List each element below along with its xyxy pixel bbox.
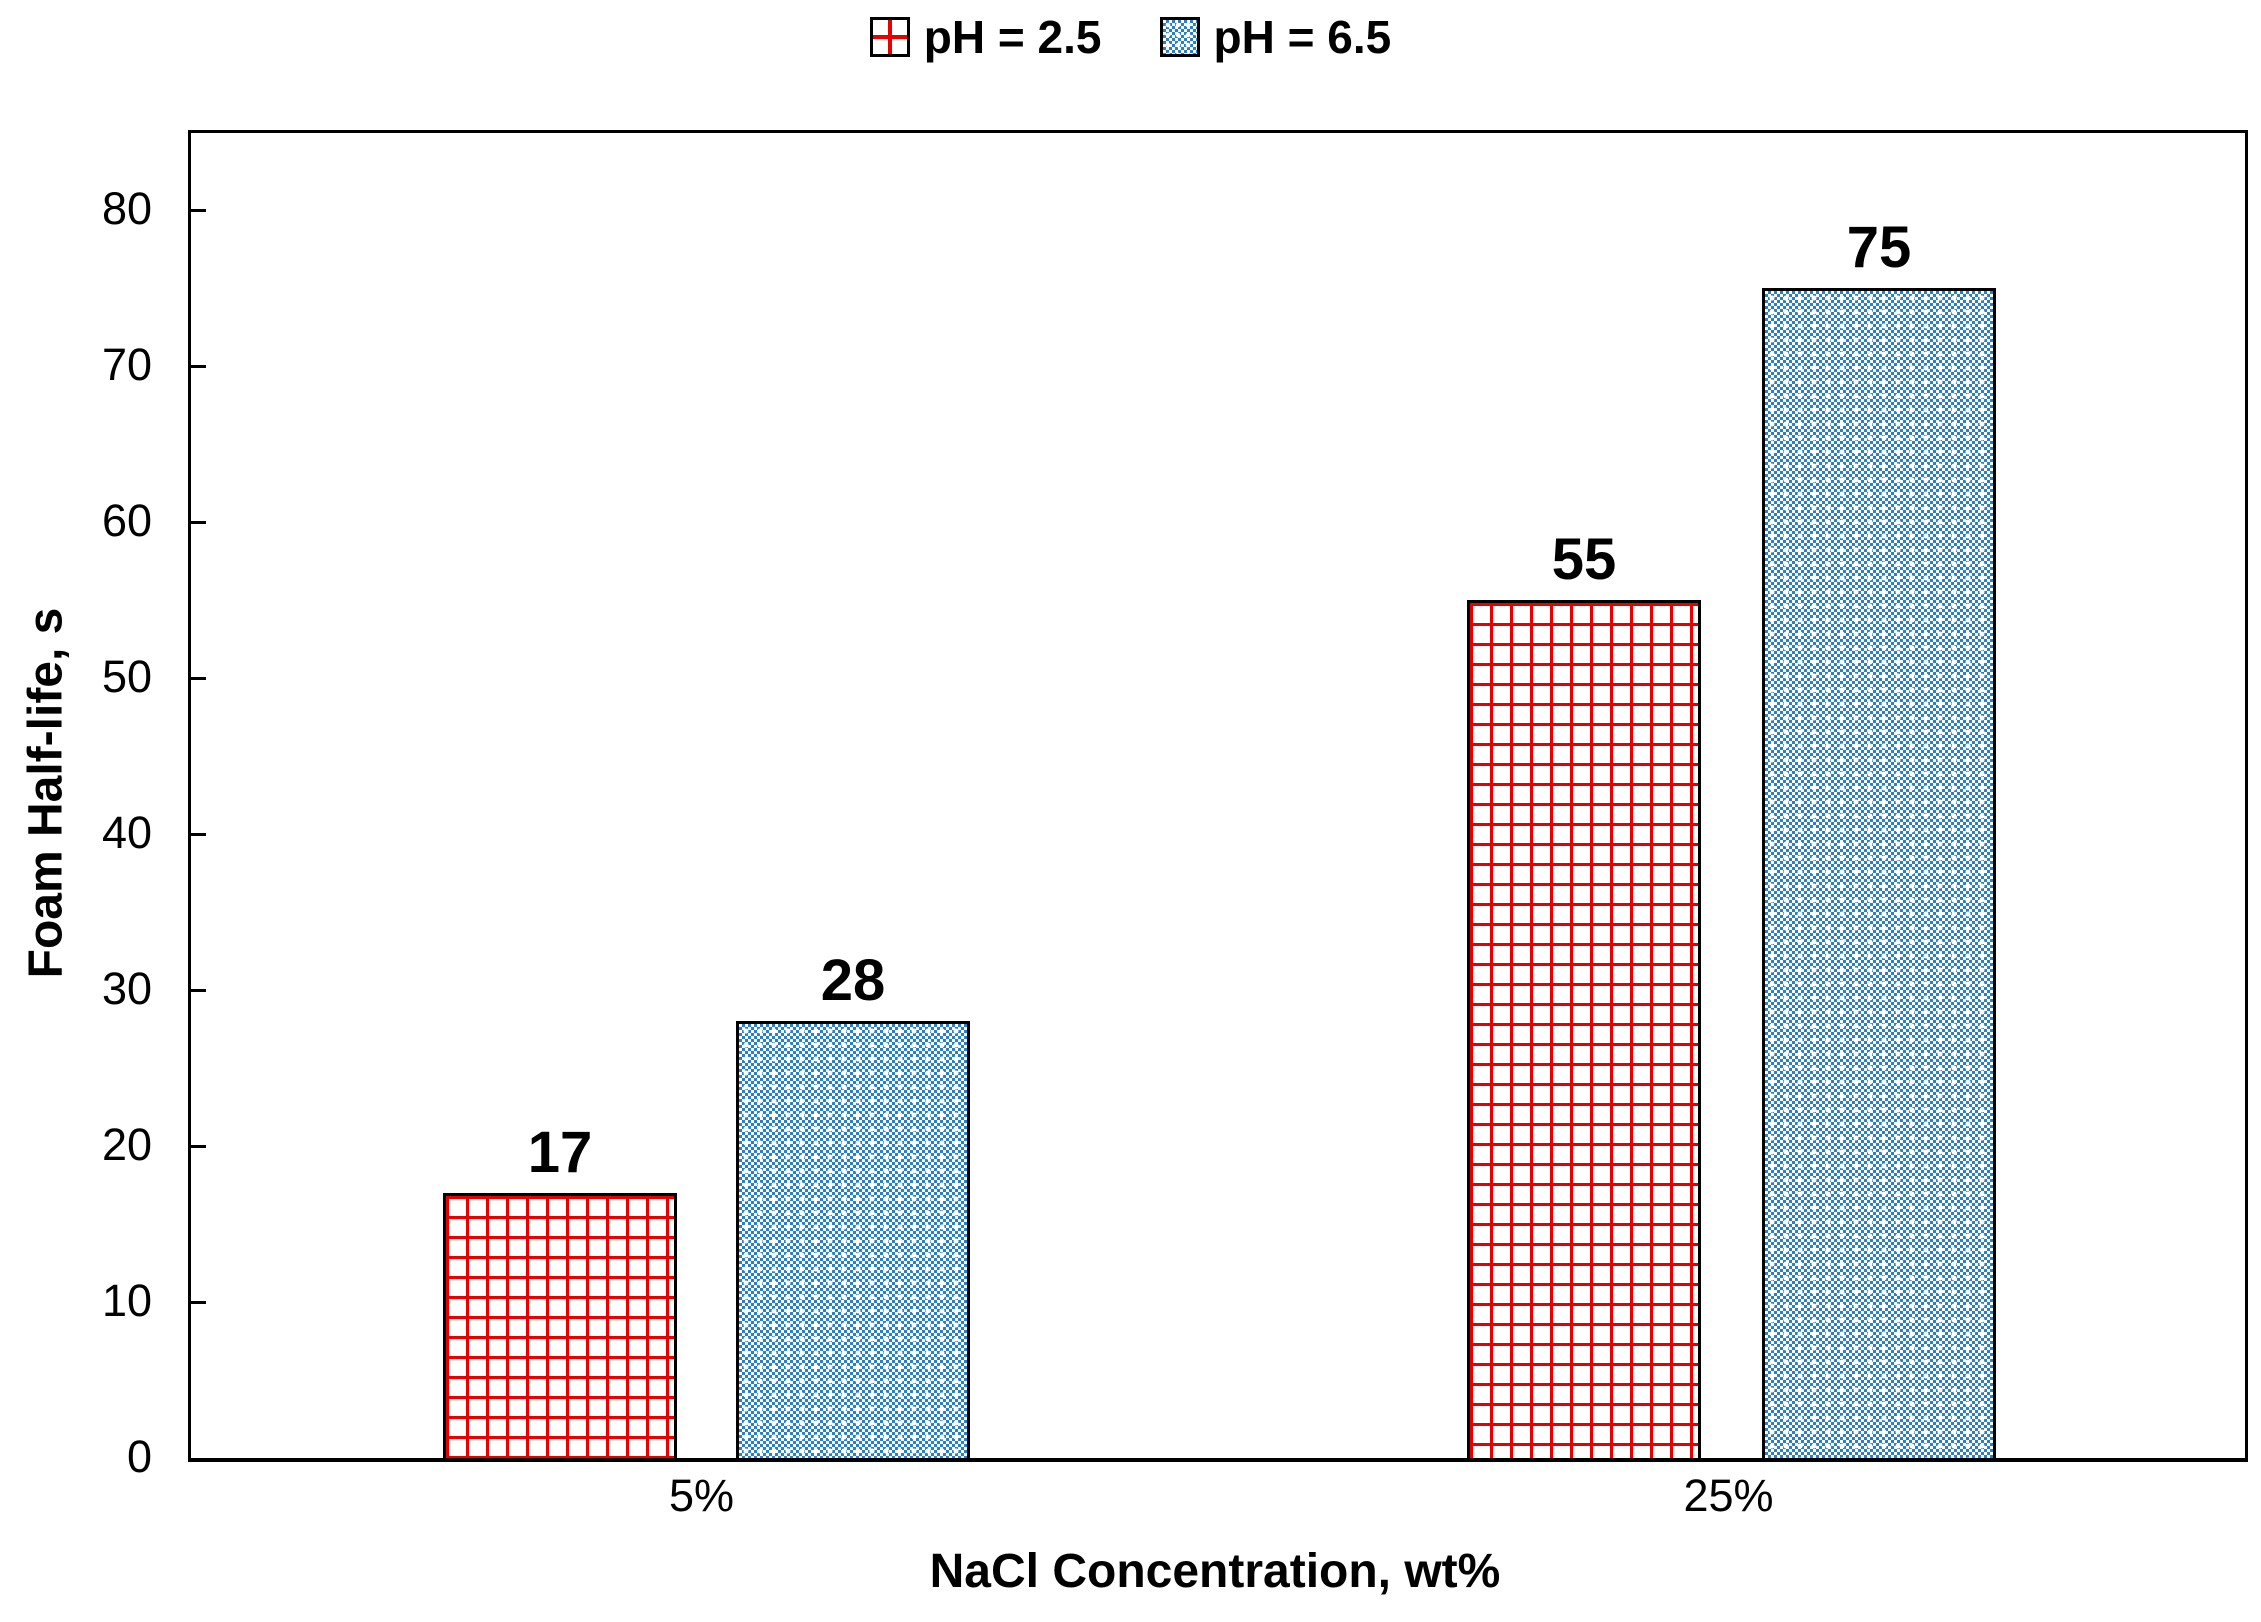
bar-ph25-5pct: 17	[443, 1123, 677, 1458]
bar-value-label: 75	[1846, 215, 1912, 280]
bar-value-label: 17	[527, 1119, 593, 1185]
bar-value-label: 55	[1551, 527, 1617, 592]
y-tick-label: 50	[101, 651, 152, 702]
y-tick-label: 70	[101, 339, 152, 390]
y-axis-tick-labels: 0 10 20 30 40 50 60 70 80	[0, 130, 152, 1482]
bar-ph65-5pct: 28	[736, 952, 970, 1458]
y-tick-label: 40	[101, 807, 152, 858]
y-tick-mark	[191, 1300, 206, 1304]
legend-item-ph65: pH = 6.5	[1159, 11, 1392, 63]
y-tick-mark	[191, 520, 206, 524]
bar-value-label: 28	[820, 948, 886, 1014]
y-tick-mark	[191, 1144, 206, 1148]
y-tick-mark	[191, 364, 206, 368]
y-tick-label: 10	[101, 1275, 152, 1326]
y-tick-label: 30	[101, 963, 152, 1014]
legend-label-ph65: pH = 6.5	[1213, 11, 1392, 63]
x-category-label-5pct: 5%	[668, 1470, 735, 1521]
plot-area: 17 28 55 75	[188, 130, 2248, 1462]
red-crosshatch-swatch-icon	[869, 17, 910, 57]
y-tick-label: 60	[101, 495, 152, 546]
y-tick-mark	[191, 676, 206, 680]
y-tick-label: 80	[101, 183, 152, 234]
blue-dotted-swatch-icon	[1159, 17, 1200, 57]
legend-label-ph25: pH = 2.5	[923, 11, 1102, 63]
bar-ph25-25pct: 55	[1467, 531, 1701, 1458]
x-axis-title: NaCl Concentration, wt%	[929, 1545, 1501, 1598]
y-tick-label: 0	[126, 1431, 152, 1482]
y-tick-mark	[191, 832, 206, 836]
x-category-label-25pct: 25%	[1683, 1470, 1774, 1521]
y-tick-mark	[191, 988, 206, 992]
y-tick-label: 20	[101, 1119, 152, 1170]
legend-item-ph25: pH = 2.5	[869, 11, 1102, 63]
y-tick-mark	[191, 208, 206, 212]
legend: pH = 2.5 pH = 6.5	[0, 4, 2261, 70]
bar-ph65-25pct: 75	[1762, 219, 1996, 1458]
